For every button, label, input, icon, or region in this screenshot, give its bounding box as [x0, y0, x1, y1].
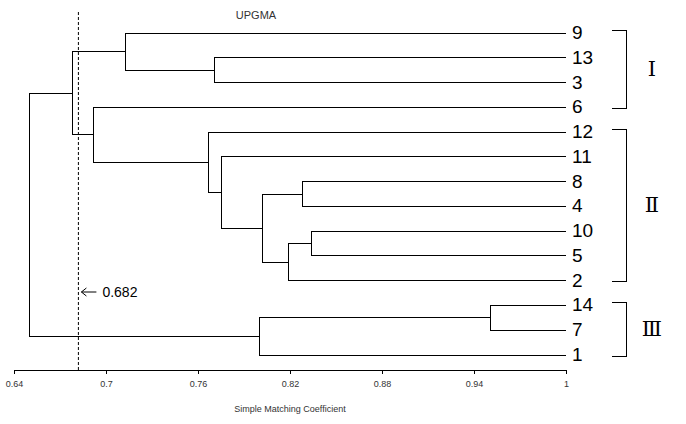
- tick: 0.88: [374, 370, 392, 389]
- tick: 0.7: [100, 370, 113, 389]
- leaf-label: 9: [572, 22, 583, 43]
- merge-node: [72, 52, 126, 135]
- tick: 0.76: [190, 370, 208, 389]
- tick: 0.94: [466, 370, 484, 389]
- group-bracket: [612, 30, 626, 108]
- tick: 1: [564, 370, 569, 389]
- tick-label: 0.94: [466, 379, 484, 389]
- groups: Ⅰ Ⅱ Ⅲ: [612, 30, 662, 356]
- tick-label: 1: [564, 379, 569, 389]
- tick-mark: [106, 370, 107, 374]
- group-bracket: [612, 302, 626, 356]
- leaf-label: 3: [572, 72, 583, 93]
- tick-mark: [566, 370, 567, 374]
- tick-mark: [290, 370, 291, 374]
- merge-node: [209, 132, 566, 192]
- leaf-label: 11: [572, 146, 592, 167]
- tick-label: 0.82: [282, 379, 300, 389]
- leaf-labels: 9 13 3 6 12 11 8 4 10 5 2 14 7 1: [572, 22, 594, 365]
- merge-node: [288, 244, 566, 281]
- group-label: Ⅱ: [645, 193, 659, 217]
- merge-node: [262, 194, 302, 262]
- merge-node: [29, 93, 259, 336]
- leaf-label: 6: [572, 96, 583, 117]
- tick-mark: [382, 370, 383, 374]
- tick-label: 0.7: [100, 379, 113, 389]
- title: UPGMA: [236, 9, 277, 21]
- x-axis: 0.64 0.7 0.76 0.82 0.88 0.94 1: [6, 370, 569, 389]
- leaf-label: 5: [572, 245, 583, 266]
- tick-label: 0.64: [6, 379, 24, 389]
- merge-node: [302, 182, 566, 207]
- leaf-label: 10: [572, 220, 593, 241]
- leaf-label: 7: [572, 319, 583, 340]
- tick-label: 0.76: [190, 379, 208, 389]
- leaf-label: 2: [572, 270, 583, 291]
- merge-node: [491, 305, 566, 330]
- chart: UPGMA0.6829133612118410521471ⅠⅡⅢ0.640.70…: [0, 0, 686, 424]
- leaf-label: 12: [572, 121, 593, 142]
- leaf-label: 14: [572, 294, 594, 315]
- group-label: Ⅰ: [648, 57, 656, 81]
- leaf-label: 8: [572, 171, 583, 192]
- axis-line: [15, 371, 567, 375]
- merge-node: [215, 58, 566, 83]
- merge-node: [126, 33, 566, 70]
- leaf-label: 1: [572, 344, 583, 365]
- cut-label: 0.682: [102, 284, 137, 300]
- tick: 0.82: [282, 370, 300, 389]
- tick-mark: [198, 370, 199, 374]
- cut-arrow: [81, 288, 96, 296]
- tree-links: [29, 33, 566, 355]
- arrow-shaft: [81, 292, 96, 293]
- x-axis-title: Simple Matching Coefficient: [234, 404, 346, 414]
- leaf-label: 4: [572, 195, 583, 216]
- tick-mark: [474, 370, 475, 374]
- tick: 0.64: [6, 370, 24, 389]
- merge-node: [94, 107, 566, 162]
- merge-node: [221, 157, 566, 228]
- cut-line: [78, 12, 79, 370]
- group-label: Ⅲ: [642, 317, 662, 341]
- leaf-label: 13: [572, 47, 593, 68]
- cut-line-group: [78, 12, 79, 370]
- arrow-head: [81, 288, 86, 296]
- tick-label: 0.88: [374, 379, 392, 389]
- merge-node: [311, 231, 566, 256]
- merge-node: [259, 318, 566, 355]
- group-bracket: [612, 129, 626, 282]
- tick-mark: [14, 370, 15, 374]
